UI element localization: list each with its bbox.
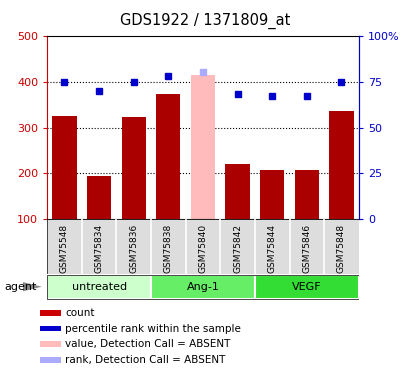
Bar bbox=[259, 170, 283, 219]
Text: agent: agent bbox=[4, 282, 36, 292]
Text: GSM75834: GSM75834 bbox=[94, 224, 103, 273]
Text: GSM75844: GSM75844 bbox=[267, 224, 276, 273]
Bar bbox=[254, 275, 358, 299]
Text: untreated: untreated bbox=[71, 282, 126, 292]
Text: GSM75848: GSM75848 bbox=[336, 224, 345, 273]
Bar bbox=[156, 94, 180, 219]
Text: GSM75548: GSM75548 bbox=[60, 224, 69, 273]
Bar bbox=[328, 111, 353, 219]
Text: GSM75842: GSM75842 bbox=[232, 224, 241, 273]
Bar bbox=[40, 341, 61, 347]
Bar bbox=[190, 75, 215, 219]
Text: GSM75840: GSM75840 bbox=[198, 224, 207, 273]
Bar bbox=[40, 310, 61, 316]
Text: VEGF: VEGF bbox=[291, 282, 321, 292]
Text: GSM75838: GSM75838 bbox=[164, 224, 173, 273]
Text: Ang-1: Ang-1 bbox=[186, 282, 219, 292]
Bar bbox=[151, 275, 254, 299]
Bar bbox=[40, 326, 61, 332]
Bar bbox=[294, 170, 318, 219]
Polygon shape bbox=[22, 282, 42, 291]
Bar bbox=[121, 117, 146, 219]
Bar bbox=[225, 164, 249, 219]
Text: value, Detection Call = ABSENT: value, Detection Call = ABSENT bbox=[65, 339, 230, 349]
Bar bbox=[87, 176, 111, 219]
Text: count: count bbox=[65, 308, 94, 318]
Text: GSM75846: GSM75846 bbox=[301, 224, 310, 273]
Bar bbox=[40, 357, 61, 363]
Text: GSM75836: GSM75836 bbox=[129, 224, 138, 273]
Text: rank, Detection Call = ABSENT: rank, Detection Call = ABSENT bbox=[65, 355, 225, 365]
Bar bbox=[52, 116, 76, 219]
Text: percentile rank within the sample: percentile rank within the sample bbox=[65, 324, 240, 333]
Bar bbox=[47, 275, 151, 299]
Text: GDS1922 / 1371809_at: GDS1922 / 1371809_at bbox=[119, 13, 290, 29]
